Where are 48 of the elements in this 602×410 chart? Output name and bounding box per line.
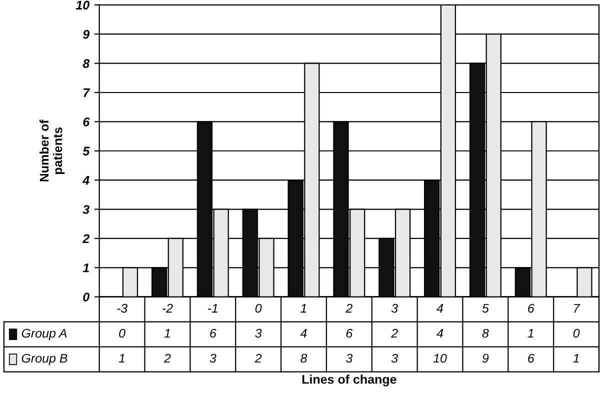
data-label: 1 [118, 354, 124, 363]
y-tick-label: 8 [82, 59, 90, 68]
data-label: 3 [210, 354, 216, 363]
data-label: 1 [528, 328, 534, 338]
x-tick-label: 3 [391, 304, 398, 313]
data-label: 1 [164, 328, 170, 338]
data-label: 0 [573, 328, 580, 338]
x-tick-label: 0 [255, 304, 262, 313]
x-tick-label: 2 [346, 304, 352, 313]
data-label: 1 [573, 354, 579, 363]
x-tick-label: 6 [528, 304, 534, 313]
data-label: 0 [119, 328, 126, 338]
y-tick-label: 1 [82, 264, 89, 272]
data-label: 2 [254, 354, 262, 363]
data-label: 2 [164, 354, 171, 363]
y-tick-label: 9 [82, 30, 90, 39]
x-tick-label: 7 [574, 304, 580, 313]
data-label: 6 [346, 328, 353, 338]
x-tick-label: 4 [436, 304, 444, 313]
x-axis-title: Lines of change [302, 374, 396, 386]
x-tick-label: -1 [208, 304, 218, 313]
data-label: 3 [391, 354, 398, 363]
x-tick-label: 1 [300, 304, 306, 313]
legend-label: Group B [22, 354, 68, 366]
data-label: 8 [300, 354, 308, 363]
y-tick-label: 6 [83, 117, 90, 126]
y-tick-label: 5 [82, 146, 90, 156]
y-tick-label: 10 [76, 0, 90, 10]
legend-label: Group A [22, 328, 67, 340]
data-label: 6 [528, 354, 534, 363]
y-axis-title: Number of patients [39, 120, 65, 182]
data-label: 3 [346, 354, 353, 363]
y-tick-label: 4 [82, 176, 90, 185]
data-label: 4 [436, 328, 444, 338]
y-tick-label: 2 [82, 234, 90, 243]
y-tick-label: 0 [83, 292, 90, 302]
data-label: 9 [482, 354, 489, 363]
x-tick-label: -2 [162, 304, 173, 313]
data-label: 4 [300, 328, 307, 338]
data-label: 10 [433, 354, 447, 363]
data-label: 6 [210, 328, 216, 338]
x-tick-label: -3 [117, 304, 128, 313]
data-label: 2 [391, 328, 398, 338]
x-tick-label: 5 [482, 304, 489, 313]
data-label: 8 [482, 328, 489, 338]
y-tick-label: 3 [82, 205, 90, 214]
data-label: 3 [255, 328, 262, 338]
y-tick-label: 7 [84, 88, 90, 98]
